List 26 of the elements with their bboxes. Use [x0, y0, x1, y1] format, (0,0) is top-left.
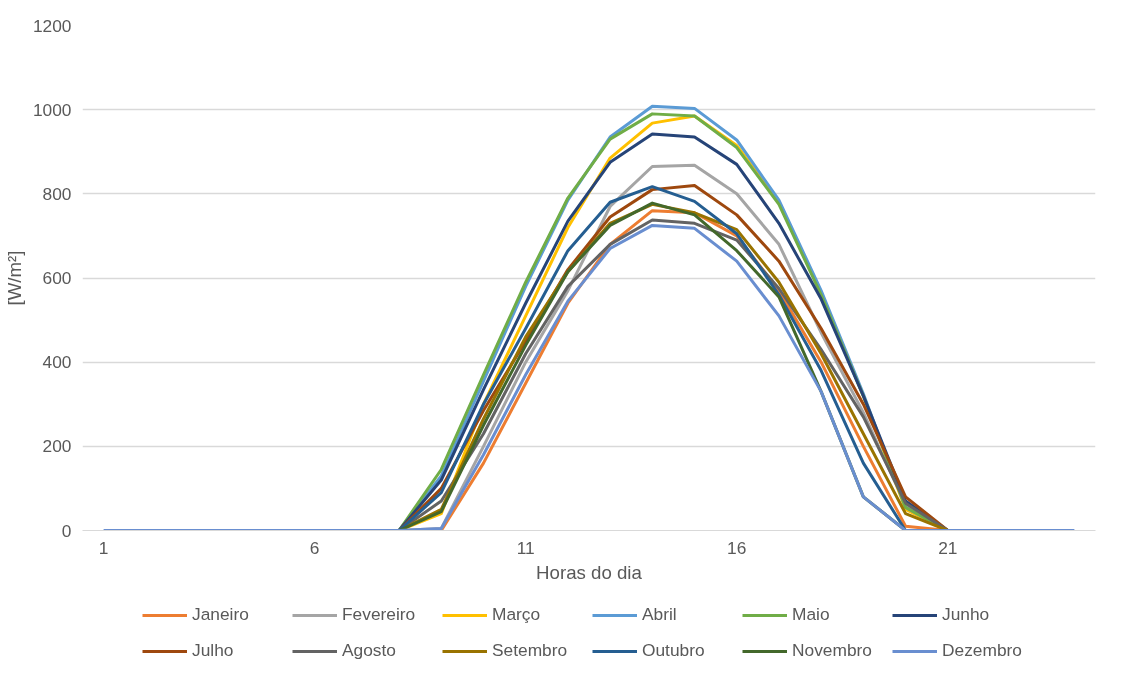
y-tick-label: 400: [42, 352, 72, 373]
legend-label: Julho: [192, 640, 235, 661]
legend-label: Setembro: [492, 640, 569, 661]
y-tick-label: 600: [42, 268, 72, 288]
x-tick-label: 11: [516, 537, 535, 558]
y-tick-label: 200: [42, 436, 72, 457]
legend-label: Agosto: [342, 640, 397, 661]
x-tick-label: 6: [309, 537, 320, 558]
x-tick-label: 16: [727, 537, 747, 558]
legend-label: Novembro: [792, 640, 873, 661]
y-tick-label: 800: [42, 183, 72, 204]
y-tick-label: 1000: [32, 99, 72, 120]
y-axis-title: [W/m²]: [3, 250, 25, 306]
legend-label: Abril: [642, 604, 678, 625]
legend-label: Março: [492, 604, 542, 625]
legend-label: Dezembro: [942, 640, 1023, 661]
y-tick-label: 1200: [32, 15, 72, 36]
legend-label: Janeiro: [192, 604, 250, 625]
legend-label: Maio: [792, 604, 831, 625]
x-tick-label: 1: [98, 537, 109, 558]
legend-label: Fevereiro: [342, 604, 417, 625]
y-tick-label: 0: [61, 520, 72, 541]
x-tick-label: 21: [938, 537, 958, 558]
legend-label: Junho: [942, 604, 991, 625]
x-axis-title: Horas do dia: [536, 561, 643, 583]
legend-label: Outubro: [642, 640, 706, 661]
